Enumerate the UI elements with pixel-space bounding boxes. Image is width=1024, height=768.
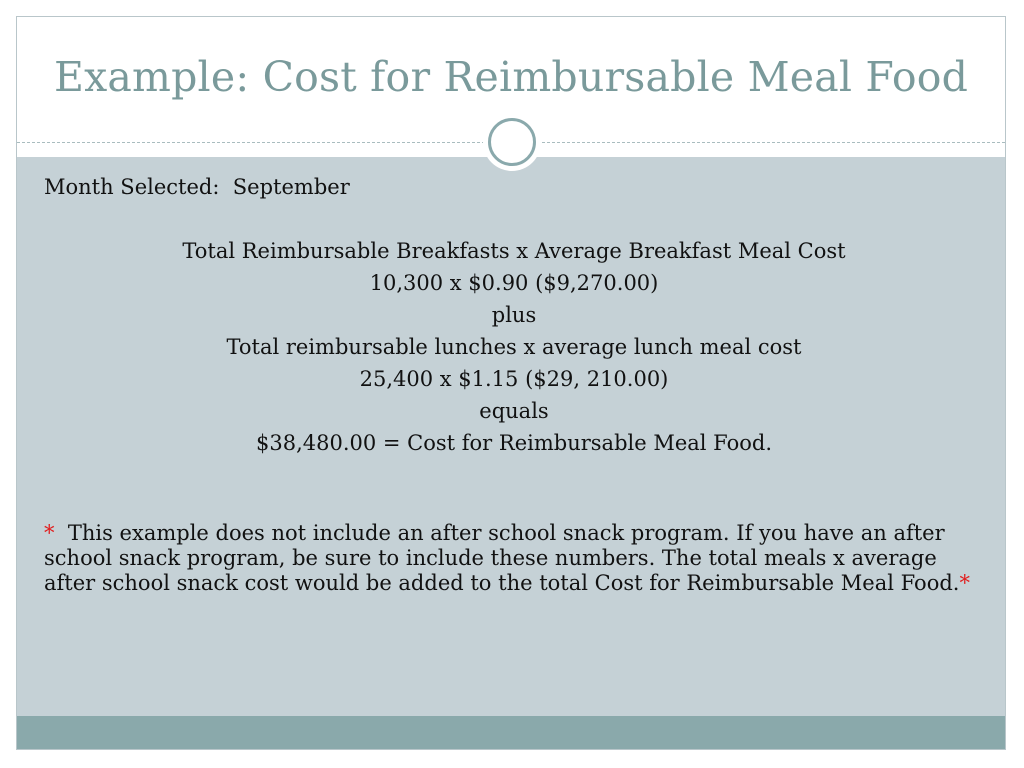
slide-body: Month Selected: September Total Reimburs… [17, 157, 1005, 716]
month-selected-line: Month Selected: September [44, 173, 984, 201]
footnote: * This example does not include an after… [44, 521, 984, 596]
calc-line-breakfast-values: 10,300 x $0.90 ($9,270.00) [369, 271, 659, 295]
footer-bar [17, 716, 1005, 749]
slide: Example: Cost for Reimbursable Meal Food… [16, 16, 1006, 750]
calc-line-equals: equals [479, 399, 549, 423]
footnote-text: This example does not include an after s… [44, 521, 960, 595]
footnote-trailing-asterisk: * [959, 571, 970, 595]
calc-line-lunch-values: 25,400 x $1.15 ($29, 210.00) [359, 367, 669, 391]
calc-line-total: $38,480.00 = Cost for Reimbursable Meal … [255, 431, 773, 455]
calc-line-lunch-formula: Total reimbursable lunches x average lun… [226, 335, 802, 359]
footnote-asterisk: * [44, 521, 55, 545]
circle-ornament-ring [488, 118, 536, 166]
calc-line-plus: plus [491, 303, 537, 327]
circle-ornament-icon [483, 113, 541, 171]
slide-content: Month Selected: September Total Reimburs… [44, 173, 984, 596]
month-value: September [232, 175, 350, 199]
calc-line-breakfast-formula: Total Reimbursable Breakfasts x Average … [182, 239, 846, 263]
slide-title: Example: Cost for Reimbursable Meal Food [53, 53, 969, 101]
calculation-block: Total Reimbursable Breakfasts x Average … [44, 235, 984, 459]
month-label: Month Selected: [44, 175, 220, 199]
